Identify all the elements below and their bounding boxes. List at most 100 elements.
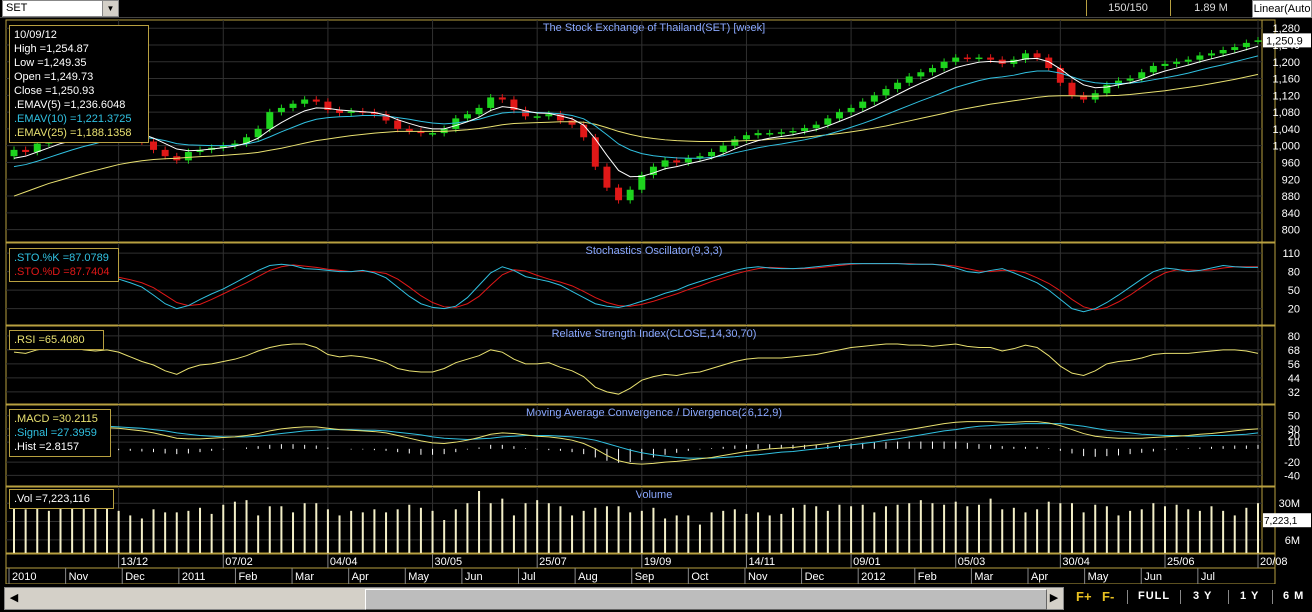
month-label: Jun bbox=[1144, 571, 1162, 583]
range-full-button[interactable]: FULL bbox=[1138, 590, 1171, 602]
candle-body bbox=[626, 189, 634, 201]
volume-bar bbox=[664, 518, 667, 553]
candle-body bbox=[161, 149, 169, 157]
scroll-left-icon[interactable]: ◀ bbox=[9, 592, 19, 604]
candle-body bbox=[708, 151, 716, 157]
price-tick-label: 1,040 bbox=[1272, 124, 1300, 136]
last-price-label: 1,250.9 bbox=[1266, 35, 1303, 47]
memory-text: 1.89 M bbox=[1194, 2, 1228, 14]
legend-signal: .Signal =27.3959 bbox=[14, 427, 97, 439]
date-label: 14/11 bbox=[748, 556, 775, 568]
candle-body bbox=[405, 128, 413, 131]
volume-bar bbox=[1245, 507, 1248, 553]
volume-bar bbox=[338, 515, 341, 553]
volume-bar bbox=[303, 503, 306, 553]
volume-bar bbox=[780, 513, 783, 553]
volume-bar bbox=[640, 510, 643, 553]
last-volume-label: 7,223,1 bbox=[1264, 516, 1298, 527]
macd-tick-label: -20 bbox=[1284, 457, 1300, 469]
scale-selector[interactable]: Linear(Auto bbox=[1252, 0, 1312, 18]
legend-open: Open =1,249.73 bbox=[14, 71, 94, 83]
rsi-tick-label: 44 bbox=[1288, 373, 1300, 385]
legend-rsi: .RSI =65.4080 bbox=[14, 334, 85, 346]
volume-bar bbox=[1210, 506, 1213, 553]
volume-bar bbox=[710, 512, 713, 553]
candle-body bbox=[382, 114, 390, 121]
zoom-out-button[interactable]: F- bbox=[1102, 589, 1115, 604]
candle-body bbox=[963, 57, 971, 60]
stoch-d-line bbox=[13, 263, 1258, 311]
volume-bar bbox=[803, 504, 806, 553]
candle-body bbox=[196, 149, 204, 152]
date-label: 25/07 bbox=[539, 556, 567, 568]
volume-bar bbox=[838, 504, 841, 553]
volume-bar bbox=[919, 500, 922, 553]
volume-bar bbox=[82, 503, 85, 553]
macd-panel-title: Moving Average Convergence / Divergence(… bbox=[526, 407, 782, 419]
volume-bar bbox=[1129, 510, 1132, 553]
bar-count-text: 150/150 bbox=[1108, 2, 1148, 14]
macd-signal-line bbox=[13, 422, 1259, 459]
volume-bar bbox=[1140, 509, 1143, 553]
volume-bar bbox=[222, 504, 225, 553]
horizontal-scrollbar[interactable]: ◀ ▶ bbox=[4, 587, 1064, 610]
candle-body bbox=[952, 57, 960, 62]
range-6m-button[interactable]: 6 M bbox=[1283, 590, 1305, 602]
volume-panel-title: Volume bbox=[636, 489, 673, 501]
candle-body bbox=[696, 156, 704, 159]
volume-tick-label: 30M bbox=[1279, 498, 1300, 510]
zoom-in-button[interactable]: F+ bbox=[1076, 589, 1092, 604]
candle-body bbox=[1080, 95, 1088, 100]
legend-hist: .Hist =2.8157 bbox=[14, 441, 80, 453]
candle-body bbox=[475, 107, 483, 115]
candle-body bbox=[370, 112, 378, 115]
candle-body bbox=[661, 160, 669, 167]
volume-bar bbox=[791, 507, 794, 553]
month-label: Mar bbox=[295, 571, 314, 583]
candle-body bbox=[649, 166, 657, 176]
price-tick-label: 840 bbox=[1282, 208, 1300, 220]
candle-body bbox=[219, 145, 227, 148]
scroll-thumb[interactable] bbox=[365, 589, 1047, 610]
chevron-down-icon[interactable]: ▼ bbox=[102, 1, 118, 16]
price-tick-label: 1,160 bbox=[1272, 74, 1300, 86]
divider bbox=[1272, 590, 1273, 604]
scroll-right-icon[interactable]: ▶ bbox=[1049, 592, 1059, 604]
last-price-box bbox=[1263, 33, 1311, 48]
symbol-selector[interactable]: SET ▼ bbox=[2, 0, 119, 17]
candle-body bbox=[1126, 78, 1134, 81]
volume-bar bbox=[594, 507, 597, 553]
chart-canvas[interactable]: 1,2801,2401,2001,1601,1201,0801,0401,000… bbox=[0, 18, 1312, 585]
volume-bar bbox=[1198, 510, 1201, 553]
chart-area[interactable]: 1,2801,2401,2001,1601,1201,0801,0401,000… bbox=[0, 18, 1312, 585]
candle-body bbox=[894, 82, 902, 90]
range-1y-button[interactable]: 1 Y bbox=[1240, 590, 1260, 602]
volume-bar bbox=[966, 506, 969, 553]
rsi-tick-label: 56 bbox=[1288, 359, 1300, 371]
range-3y-button[interactable]: 3 Y bbox=[1193, 590, 1213, 602]
candle-body bbox=[301, 99, 309, 104]
rsi-tick-label: 68 bbox=[1288, 345, 1300, 357]
volume-bar bbox=[873, 512, 876, 553]
candle-body bbox=[1254, 40, 1262, 42]
macd-legend: .MACD =30.2115 .Signal =27.3959 .Hist =2… bbox=[9, 409, 111, 457]
candle-body bbox=[429, 133, 437, 135]
volume-bar bbox=[140, 518, 143, 553]
candle-body bbox=[243, 137, 251, 144]
candle-body bbox=[347, 111, 355, 113]
volume-bar bbox=[547, 503, 550, 553]
volume-bar bbox=[431, 510, 434, 553]
volume-bar bbox=[152, 509, 155, 553]
candle-body bbox=[789, 131, 797, 133]
candle-body bbox=[1242, 42, 1250, 48]
volume-bar bbox=[629, 512, 632, 553]
volume-bar bbox=[350, 510, 353, 553]
month-label: Jul bbox=[1201, 571, 1215, 583]
stoch-legend: .STO.%K =87.0789 .STO.%D =87.7404 bbox=[9, 248, 119, 282]
candle-body bbox=[452, 118, 460, 129]
price-panel-title: The Stock Exchange of Thailand(SET) [wee… bbox=[543, 22, 765, 34]
candle-body bbox=[603, 166, 611, 188]
date-label: 13/12 bbox=[121, 556, 149, 568]
volume-bar bbox=[1012, 507, 1015, 553]
volume-bar bbox=[954, 501, 957, 553]
